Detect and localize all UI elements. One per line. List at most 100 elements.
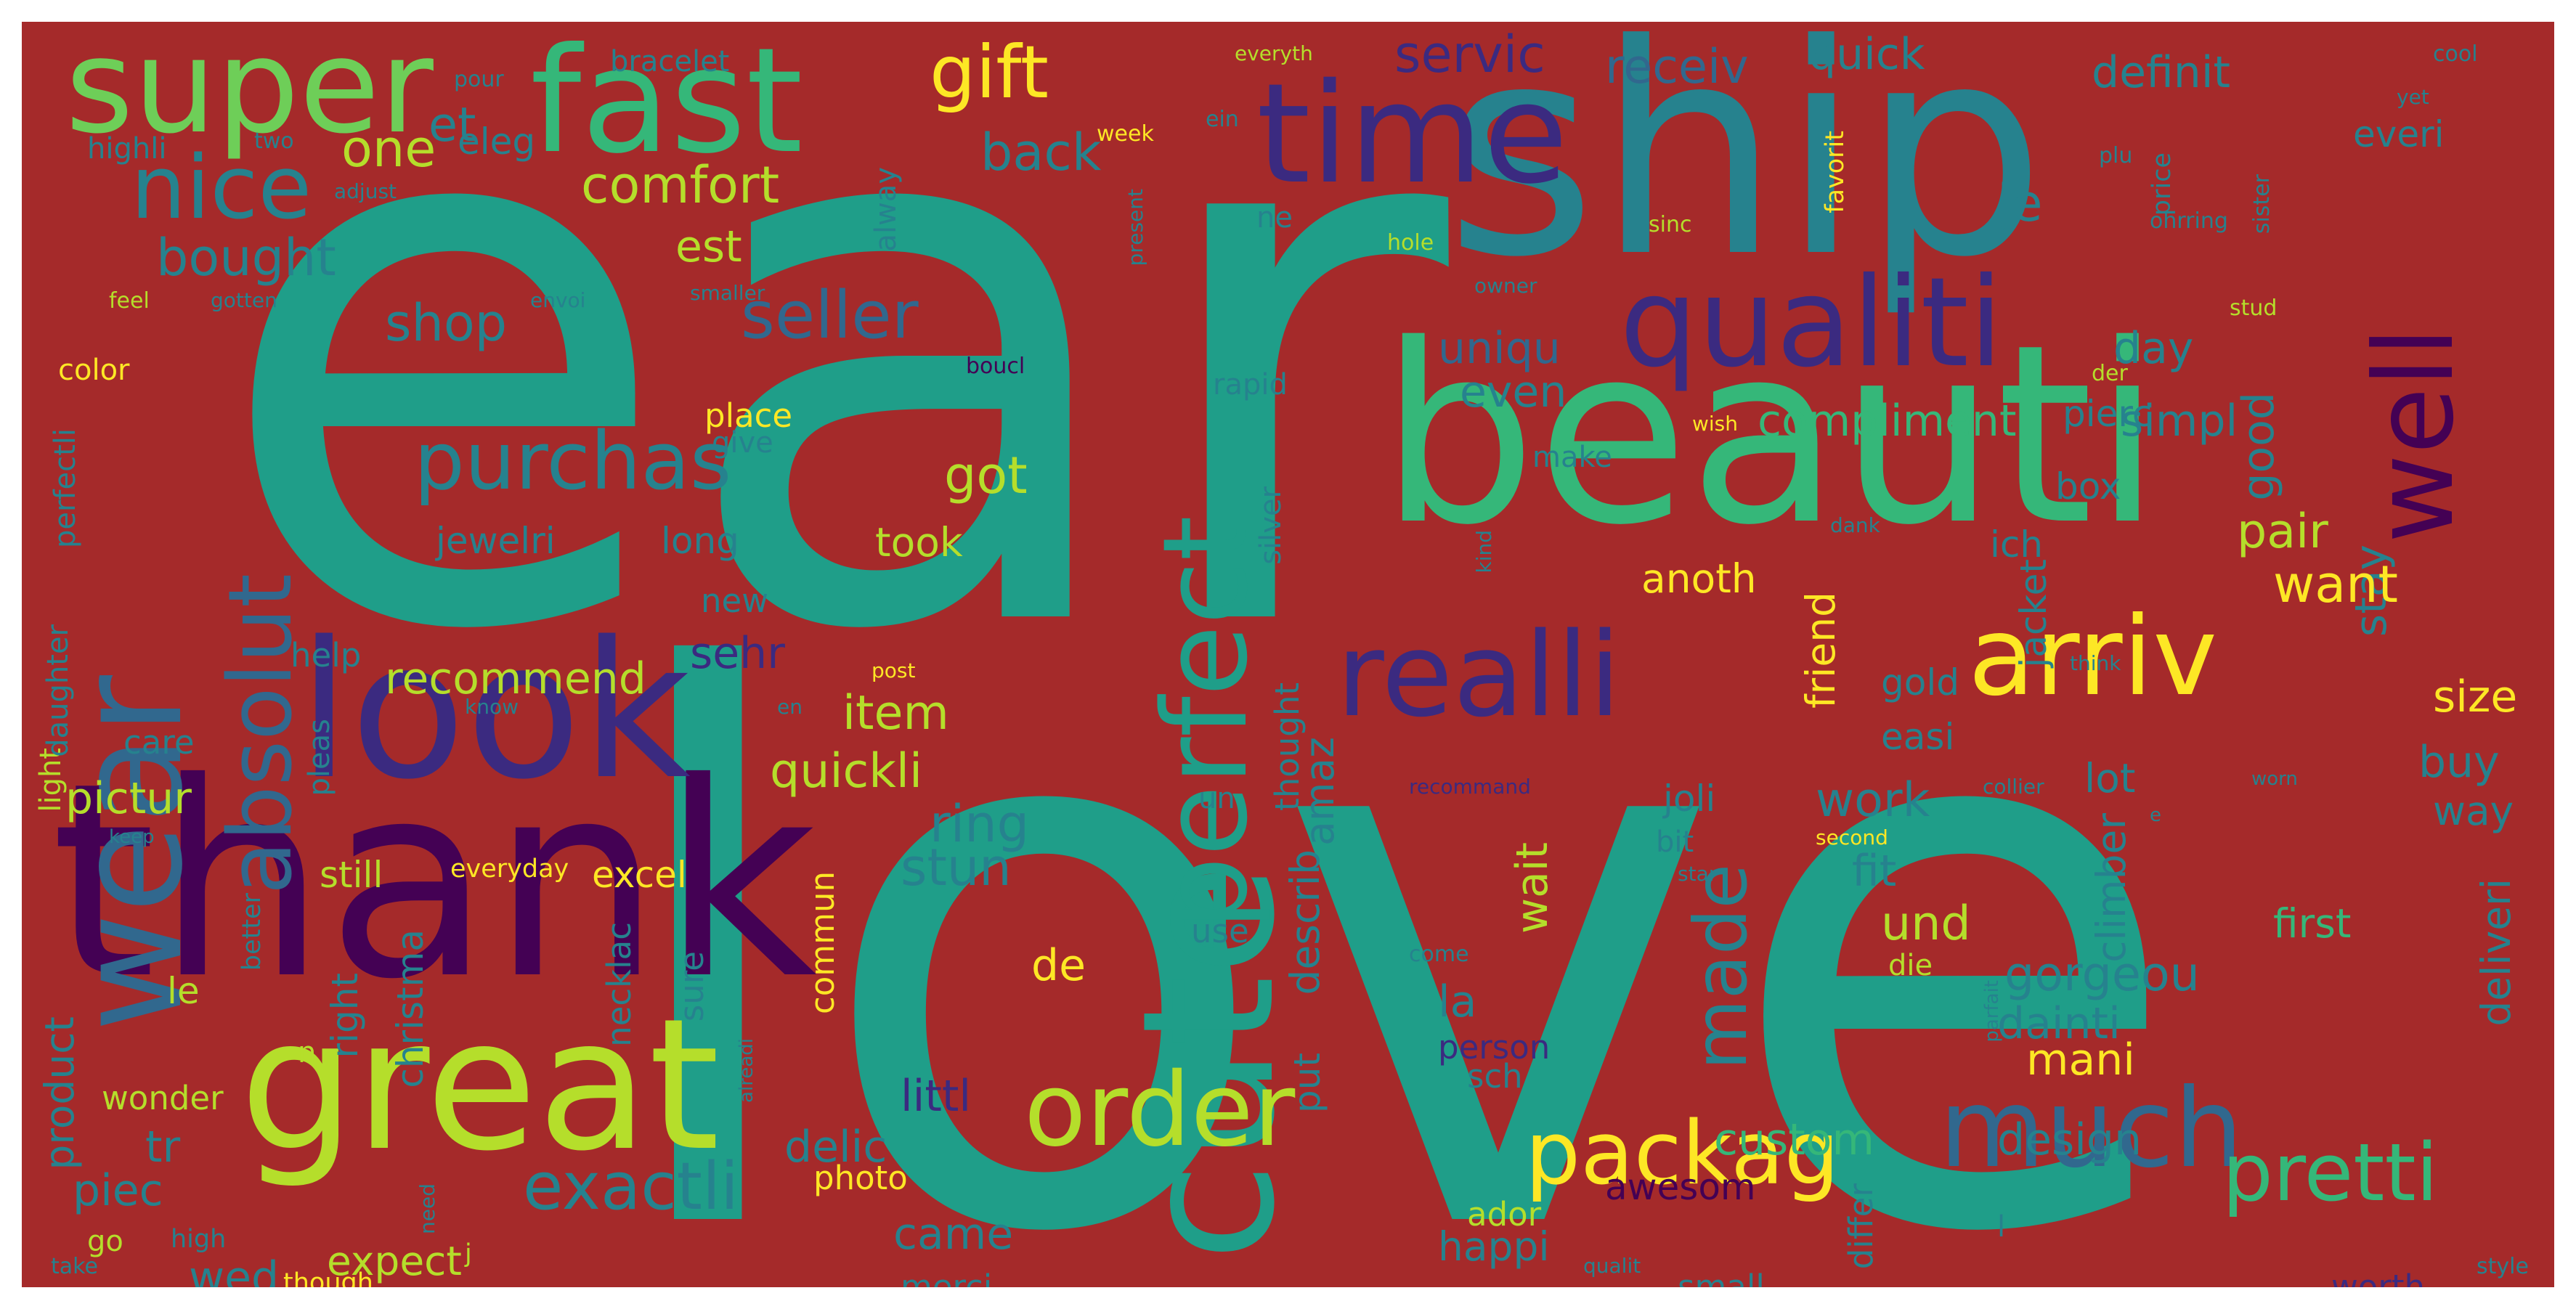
word-help: help xyxy=(290,636,362,674)
word-work: work xyxy=(1816,773,1930,828)
word-high: high xyxy=(171,1225,227,1254)
word-un: un xyxy=(1198,782,1235,815)
word-care: care xyxy=(123,723,195,762)
word-definit: definit xyxy=(2092,47,2231,98)
word-merci: merci xyxy=(901,1268,993,1287)
word-tr: tr xyxy=(145,1122,181,1173)
word-absolut: absolut xyxy=(211,574,312,895)
word-product: product xyxy=(36,1016,83,1170)
word-servic: servic xyxy=(1394,25,1545,84)
word-alreadi: alreadi xyxy=(736,1038,757,1103)
word-got: got xyxy=(944,446,1028,505)
word-die: die xyxy=(1888,949,1933,982)
word-commun: commun xyxy=(803,871,842,1014)
word-qualiti: qualiti xyxy=(1620,251,2004,395)
word-feel: feel xyxy=(109,288,150,314)
word-gold: gold xyxy=(1881,661,1959,704)
word-think: think xyxy=(2070,651,2121,675)
word-ador: ador xyxy=(1467,1195,1542,1233)
word-color: color xyxy=(58,354,130,387)
word-sehr: sehr xyxy=(690,628,785,679)
word-happi: happi xyxy=(1438,1223,1550,1270)
word-exactli: exactli xyxy=(523,1149,739,1225)
word-climber: climber xyxy=(2088,813,2134,963)
word-pour: pour xyxy=(454,67,504,92)
word-ring: ring xyxy=(930,794,1030,854)
word-recommand: recommand xyxy=(1409,775,1531,799)
word-new: new xyxy=(701,582,769,620)
word-gift: gift xyxy=(930,30,1049,115)
word-make: make xyxy=(1532,441,1612,474)
word-shop: shop xyxy=(385,293,508,353)
word-piec: piec xyxy=(73,1165,163,1216)
word-la: la xyxy=(1438,976,1477,1027)
word-day: day xyxy=(2113,323,2194,374)
word-jacket: jacket xyxy=(2012,559,2055,668)
word-better: better xyxy=(237,893,267,971)
word-bracelet: bracelet xyxy=(610,45,730,78)
word-describ: describ xyxy=(1282,849,1328,995)
word-week: week xyxy=(1097,121,1154,147)
word-way: way xyxy=(2433,788,2514,834)
word-pierc: pierc xyxy=(2063,393,2153,435)
word-item: item xyxy=(842,686,949,741)
word-packag: packag xyxy=(1525,1104,1840,1204)
word-small: small xyxy=(1678,1268,1765,1287)
word-well: well xyxy=(2352,327,2478,544)
word-took: took xyxy=(875,519,963,566)
word-uniqu: uniqu xyxy=(1438,323,1561,374)
word-bought: bought xyxy=(156,228,336,288)
word-owner: owner xyxy=(1474,274,1537,298)
word-gotten: gotten xyxy=(211,288,277,312)
word-place: place xyxy=(704,396,793,435)
word-simpl: simpl xyxy=(2121,396,2238,446)
word-lot: lot xyxy=(2084,755,2136,802)
word-recommend: recommend xyxy=(385,653,646,704)
word-deliveri: deliveri xyxy=(2473,878,2519,1027)
word-good: good xyxy=(2233,392,2284,501)
word-christma: christma xyxy=(389,929,431,1088)
word-receiv: receiv xyxy=(1605,40,1749,94)
word-rapid: rapid xyxy=(1213,368,1288,401)
word-star: star xyxy=(1678,862,1718,886)
word-custom: custom xyxy=(1714,1114,1874,1165)
word-der: der xyxy=(2092,361,2128,386)
word-time: time xyxy=(1256,54,1569,214)
word-quick: quick xyxy=(1808,29,1925,80)
word-pretti: pretti xyxy=(2222,1126,2439,1219)
word-give: give xyxy=(712,426,773,460)
word-yet: yet xyxy=(2397,85,2429,109)
word-envoi: envoi xyxy=(530,288,586,312)
word-want: want xyxy=(2273,555,2398,614)
word-hole: hole xyxy=(1387,230,1434,256)
word-great: great xyxy=(240,979,720,1191)
word-en: en xyxy=(777,695,803,719)
word-quickli: quickli xyxy=(770,744,923,799)
word-differ: differ xyxy=(1842,1183,1880,1270)
word-purchas: purchas xyxy=(414,415,732,507)
word-plu: plu xyxy=(2099,143,2133,168)
word-one: one xyxy=(341,119,436,179)
word-pair: pair xyxy=(2237,505,2328,559)
word-everi: everi xyxy=(2353,113,2445,155)
word-compliment: compliment xyxy=(1758,396,2017,446)
word-gorgeou: gorgeou xyxy=(2004,947,2200,1002)
word-easi: easi xyxy=(1881,716,1955,758)
word-worn: worn xyxy=(2251,768,2298,790)
word-ohrring: ohrring xyxy=(2150,208,2228,234)
word-keep: keep xyxy=(109,826,155,848)
word-worth: worth xyxy=(2331,1268,2426,1287)
word-two: two xyxy=(254,129,294,154)
word-put: put xyxy=(1286,1053,1328,1114)
word-est: est xyxy=(675,221,742,272)
word-jewelri: jewelri xyxy=(436,520,556,562)
word-beauti: beauti xyxy=(1380,292,2162,579)
word-design: design xyxy=(1997,1114,2142,1165)
word-bit: bit xyxy=(1656,825,1694,859)
word-pleas: pleas xyxy=(303,719,336,796)
word-wonder: wonder xyxy=(102,1079,224,1117)
word-adjust: adjust xyxy=(334,179,397,203)
word-long: long xyxy=(661,520,739,562)
word-anoth: anoth xyxy=(1641,555,1757,602)
word-le: le xyxy=(167,970,200,1012)
